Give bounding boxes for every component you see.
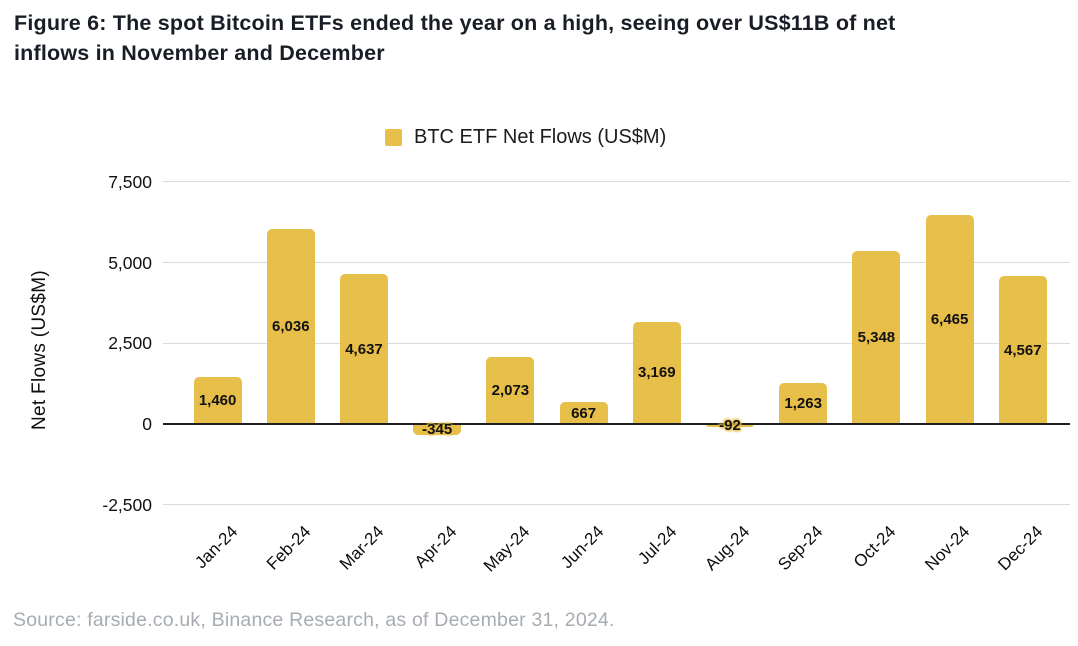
- bar-Jun-24: [559, 402, 608, 424]
- bar-value-label: 5,348: [857, 329, 896, 347]
- x-axis-zero-line: [163, 423, 1070, 425]
- bar-Sep-24: [779, 383, 828, 424]
- bar-Mar-24: [340, 274, 388, 424]
- bar-Dec-24: [998, 276, 1047, 424]
- x-tick-label: Feb-24: [262, 522, 315, 574]
- gridline: [163, 181, 1070, 183]
- legend-label: BTC ETF Net Flows (US$M): [414, 126, 667, 148]
- bar-value-label: -92: [719, 417, 741, 434]
- bar-Jul-24: [632, 321, 681, 424]
- y-tick-label: -2,500: [102, 494, 152, 515]
- gridline: [163, 342, 1070, 344]
- x-tick-label: May-24: [480, 522, 534, 576]
- gridline: [163, 504, 1070, 506]
- x-tick-label: Mar-24: [335, 522, 388, 574]
- bar-value-label: 4,637: [345, 340, 383, 358]
- bar-value-label: 4,567: [1004, 341, 1042, 359]
- bar-value-label: 667: [571, 404, 597, 422]
- x-tick-label: Apr-24: [411, 522, 461, 572]
- bar-value-label: 6,036: [272, 318, 310, 336]
- x-tick-label: Nov-24: [920, 522, 974, 575]
- bar-Jan-24: [193, 376, 242, 424]
- x-tick-label: Jun-24: [556, 522, 608, 573]
- x-tick-label: Aug-24: [701, 522, 754, 575]
- source-note: Source: farside.co.uk, Binance Research,…: [13, 609, 615, 631]
- x-tick-label: Jan-24: [190, 522, 242, 573]
- y-tick-label: 0: [142, 414, 152, 434]
- figure-title-line1: Figure 6: The spot Bitcoin ETFs ended th…: [14, 11, 896, 35]
- bar-Feb-24: [266, 229, 315, 424]
- bar-Oct-24: [852, 251, 901, 424]
- figure-title: Figure 6: The spot Bitcoin ETFs ended th…: [14, 8, 1024, 68]
- bar-value-label: 6,465: [930, 311, 969, 329]
- chart-legend: BTC ETF Net Flows (US$M): [385, 126, 666, 149]
- bar-Aug-24: [706, 424, 754, 427]
- bar-value-label: 2,073: [491, 382, 530, 400]
- y-tick-label: 7,500: [108, 171, 152, 192]
- legend-swatch-icon: [385, 129, 402, 146]
- x-tick-label: Sep-24: [774, 522, 827, 575]
- bar-May-24: [486, 357, 535, 424]
- bar-Apr-24: [413, 424, 462, 436]
- y-tick-label: 5,000: [108, 252, 152, 273]
- x-tick-label: Oct-24: [850, 522, 900, 572]
- x-tick-label: Dec-24: [994, 522, 1047, 575]
- bar-value-label: 1,460: [198, 391, 237, 409]
- figure-title-line2: inflows in November and December: [14, 41, 385, 66]
- bar-value-label: 3,169: [638, 364, 676, 382]
- gridline: [163, 262, 1070, 263]
- y-tick-label: 2,500: [108, 333, 152, 354]
- x-tick-label: Jul-24: [634, 522, 681, 569]
- bar-value-label: 1,263: [784, 395, 822, 413]
- bar-Nov-24: [925, 215, 974, 424]
- bar-value-label: -345: [422, 421, 453, 439]
